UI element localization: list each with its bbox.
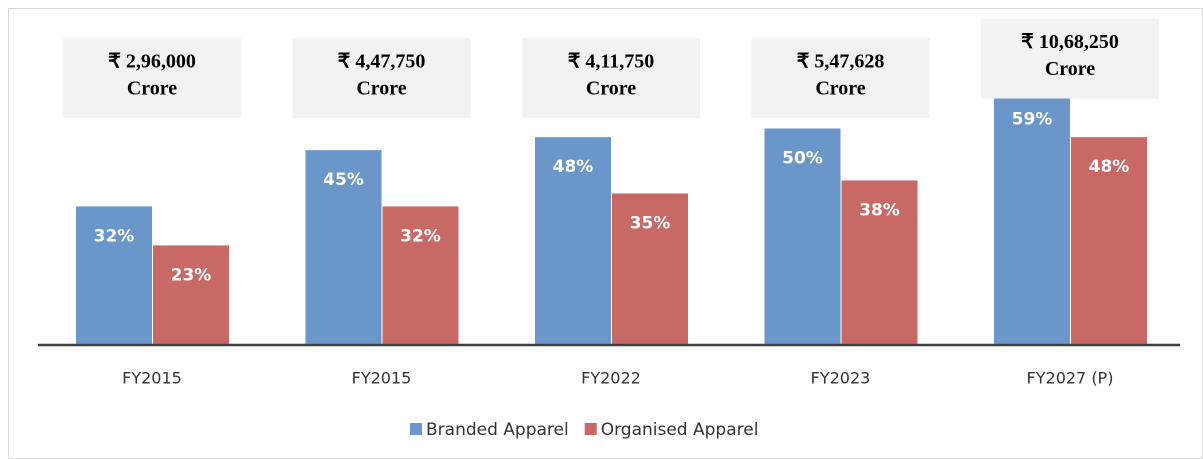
- x-tick-label: FY2015: [122, 369, 182, 388]
- value-label: 50%: [782, 149, 823, 169]
- annotation: Crore: [815, 78, 865, 100]
- annotation: Crore: [127, 78, 177, 100]
- annotation: Crore: [356, 78, 406, 100]
- annotation: ₹ 2,96,000: [108, 51, 196, 73]
- annotation-box: [522, 38, 700, 118]
- bar: [612, 193, 688, 345]
- bar: [76, 206, 152, 345]
- annotation: ₹ 10,68,250: [1021, 31, 1119, 53]
- value-label: 48%: [1089, 157, 1130, 177]
- bar: [764, 128, 841, 345]
- value-label: 38%: [859, 200, 900, 220]
- legend-swatch: [584, 423, 597, 435]
- annotation: Crore: [586, 78, 636, 100]
- annotation-box: [981, 18, 1159, 99]
- legend-label: Branded Apparel: [426, 420, 569, 440]
- annotation-box: [63, 38, 241, 118]
- annotation: ₹ 4,11,750: [568, 51, 655, 73]
- legend-swatch: [410, 423, 422, 435]
- annotation: Crore: [1045, 58, 1095, 80]
- annotation: ₹ 4,47,750: [338, 51, 426, 73]
- bar: [841, 180, 918, 345]
- bar: [1071, 137, 1147, 345]
- bar: [994, 89, 1070, 345]
- value-label: 48%: [553, 157, 594, 177]
- bar: [305, 150, 382, 345]
- legend-label: Organised Apparel: [601, 420, 759, 440]
- value-label: 23%: [171, 265, 212, 285]
- bar: [153, 245, 229, 345]
- bar: [535, 137, 611, 345]
- value-label: 32%: [94, 226, 135, 246]
- x-tick-label: FY2027 (P): [1027, 369, 1114, 388]
- x-tick-label: FY2023: [811, 369, 871, 388]
- x-tick-label: FY2022: [581, 369, 641, 388]
- annotation-box: [292, 38, 471, 118]
- value-label: 59%: [1012, 110, 1053, 130]
- annotation: ₹ 5,47,628: [797, 51, 885, 73]
- value-label: 45%: [323, 170, 364, 190]
- annotation-box: [751, 38, 930, 118]
- value-label: 35%: [630, 213, 671, 233]
- x-tick-label: FY2015: [352, 369, 412, 388]
- value-label: 32%: [400, 226, 441, 246]
- bar: [382, 206, 459, 345]
